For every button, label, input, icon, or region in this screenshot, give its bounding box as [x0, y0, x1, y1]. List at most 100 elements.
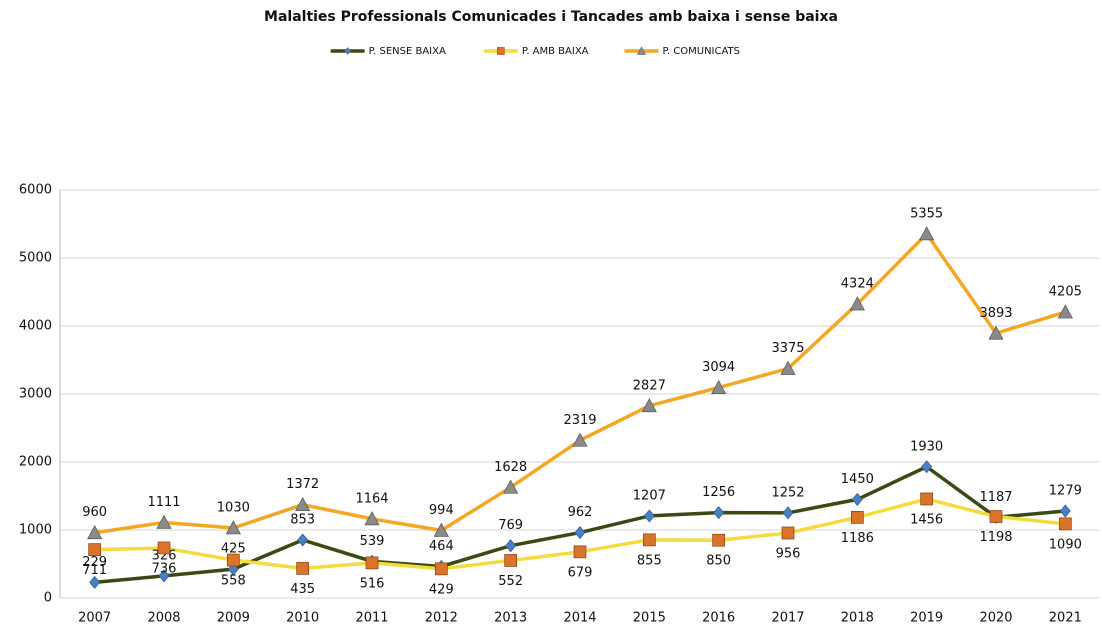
- data-label: 2319: [563, 413, 596, 428]
- legend-label: P. AMB BAIXA: [522, 46, 589, 57]
- marker: [156, 514, 172, 529]
- data-label: 1090: [1049, 537, 1082, 552]
- data-label: 711: [82, 563, 107, 578]
- marker: [503, 479, 519, 494]
- marker: [850, 511, 864, 524]
- marker: [226, 553, 240, 567]
- data-label: 3893: [979, 306, 1012, 321]
- marker: [1059, 504, 1071, 518]
- data-label: 850: [706, 554, 731, 569]
- x-tick-label: 2012: [425, 611, 458, 626]
- marker: [158, 569, 170, 583]
- y-tick-label: 5000: [19, 251, 52, 266]
- marker: [225, 520, 241, 535]
- marker: [364, 511, 380, 526]
- y-tick-label: 1000: [19, 523, 52, 538]
- marker: [641, 398, 657, 413]
- x-tick-label: 2009: [217, 611, 250, 626]
- x-tick-label: 2016: [702, 611, 735, 626]
- marker: [87, 524, 103, 540]
- data-label: 1198: [979, 530, 1012, 545]
- series-line: [94, 231, 1066, 535]
- x-tick-label: 2007: [78, 611, 111, 626]
- marker: [1057, 304, 1073, 319]
- data-label: 1450: [841, 472, 874, 487]
- marker: [572, 432, 588, 447]
- marker: [574, 526, 586, 540]
- data-label: 1456: [910, 512, 943, 527]
- data-label: 3375: [771, 341, 804, 356]
- data-label: 1628: [494, 460, 527, 475]
- legend-marker: [636, 46, 647, 55]
- data-label: 1279: [1049, 484, 1082, 499]
- data-label: 736: [152, 561, 177, 576]
- marker: [433, 522, 449, 537]
- marker: [988, 325, 1004, 340]
- y-tick-label: 3000: [19, 387, 52, 402]
- data-label: 516: [360, 576, 385, 591]
- data-label: 1187: [979, 490, 1012, 505]
- legend-label: P. COMUNICATS: [662, 46, 740, 57]
- marker: [643, 509, 655, 523]
- y-tick-label: 6000: [19, 183, 52, 198]
- data-label: 464: [429, 539, 454, 554]
- x-tick-label: 2013: [494, 611, 527, 626]
- marker: [365, 556, 379, 570]
- marker: [921, 460, 933, 474]
- data-label: 1111: [147, 495, 180, 510]
- data-label: 994: [429, 503, 454, 518]
- data-label: 1930: [910, 439, 943, 454]
- marker: [920, 492, 934, 506]
- x-tick-label: 2011: [355, 611, 388, 626]
- data-label: 679: [568, 565, 593, 580]
- x-tick-label: 2014: [563, 611, 596, 626]
- data-label: 4324: [841, 276, 874, 291]
- marker: [712, 533, 726, 547]
- data-label: 435: [290, 582, 315, 597]
- data-label: 1256: [702, 485, 735, 500]
- marker: [642, 533, 656, 547]
- marker: [919, 226, 935, 241]
- data-label: 5355: [910, 206, 943, 221]
- x-tick-label: 2017: [771, 611, 804, 626]
- marker: [505, 539, 517, 553]
- data-label: 552: [498, 574, 523, 589]
- x-tick-label: 2021: [1049, 611, 1082, 626]
- data-label: 3094: [702, 360, 735, 375]
- marker: [782, 506, 794, 520]
- marker: [89, 575, 101, 589]
- chart-title: Malalties Professionals Comunicades i Ta…: [264, 9, 838, 25]
- marker: [157, 541, 171, 555]
- marker: [434, 562, 448, 576]
- y-tick-label: 2000: [19, 455, 52, 470]
- marker: [849, 296, 865, 311]
- x-tick-label: 2020: [979, 611, 1012, 626]
- marker: [573, 545, 587, 559]
- y-tick-label: 4000: [19, 319, 52, 334]
- y-tick-label: 0: [44, 591, 52, 606]
- data-label: 1186: [841, 531, 874, 546]
- marker: [504, 554, 518, 567]
- data-label: 769: [498, 518, 523, 533]
- marker: [297, 533, 309, 547]
- marker: [780, 360, 796, 375]
- data-label: 1164: [355, 491, 388, 506]
- marker: [295, 496, 311, 512]
- data-label: 4205: [1049, 285, 1082, 300]
- marker: [713, 506, 725, 520]
- marker: [781, 526, 795, 540]
- data-label: 956: [776, 546, 801, 561]
- marker: [1058, 517, 1072, 531]
- marker: [88, 543, 102, 557]
- data-label: 425: [221, 542, 246, 557]
- data-label: 539: [360, 534, 385, 549]
- data-label: 960: [82, 505, 107, 520]
- data-label: 1207: [633, 488, 666, 503]
- x-tick-label: 2019: [910, 611, 943, 626]
- data-label: 1252: [771, 485, 804, 500]
- data-label: 2827: [633, 378, 666, 393]
- marker: [851, 492, 863, 506]
- legend-marker: [344, 47, 351, 55]
- x-tick-label: 2010: [286, 611, 319, 626]
